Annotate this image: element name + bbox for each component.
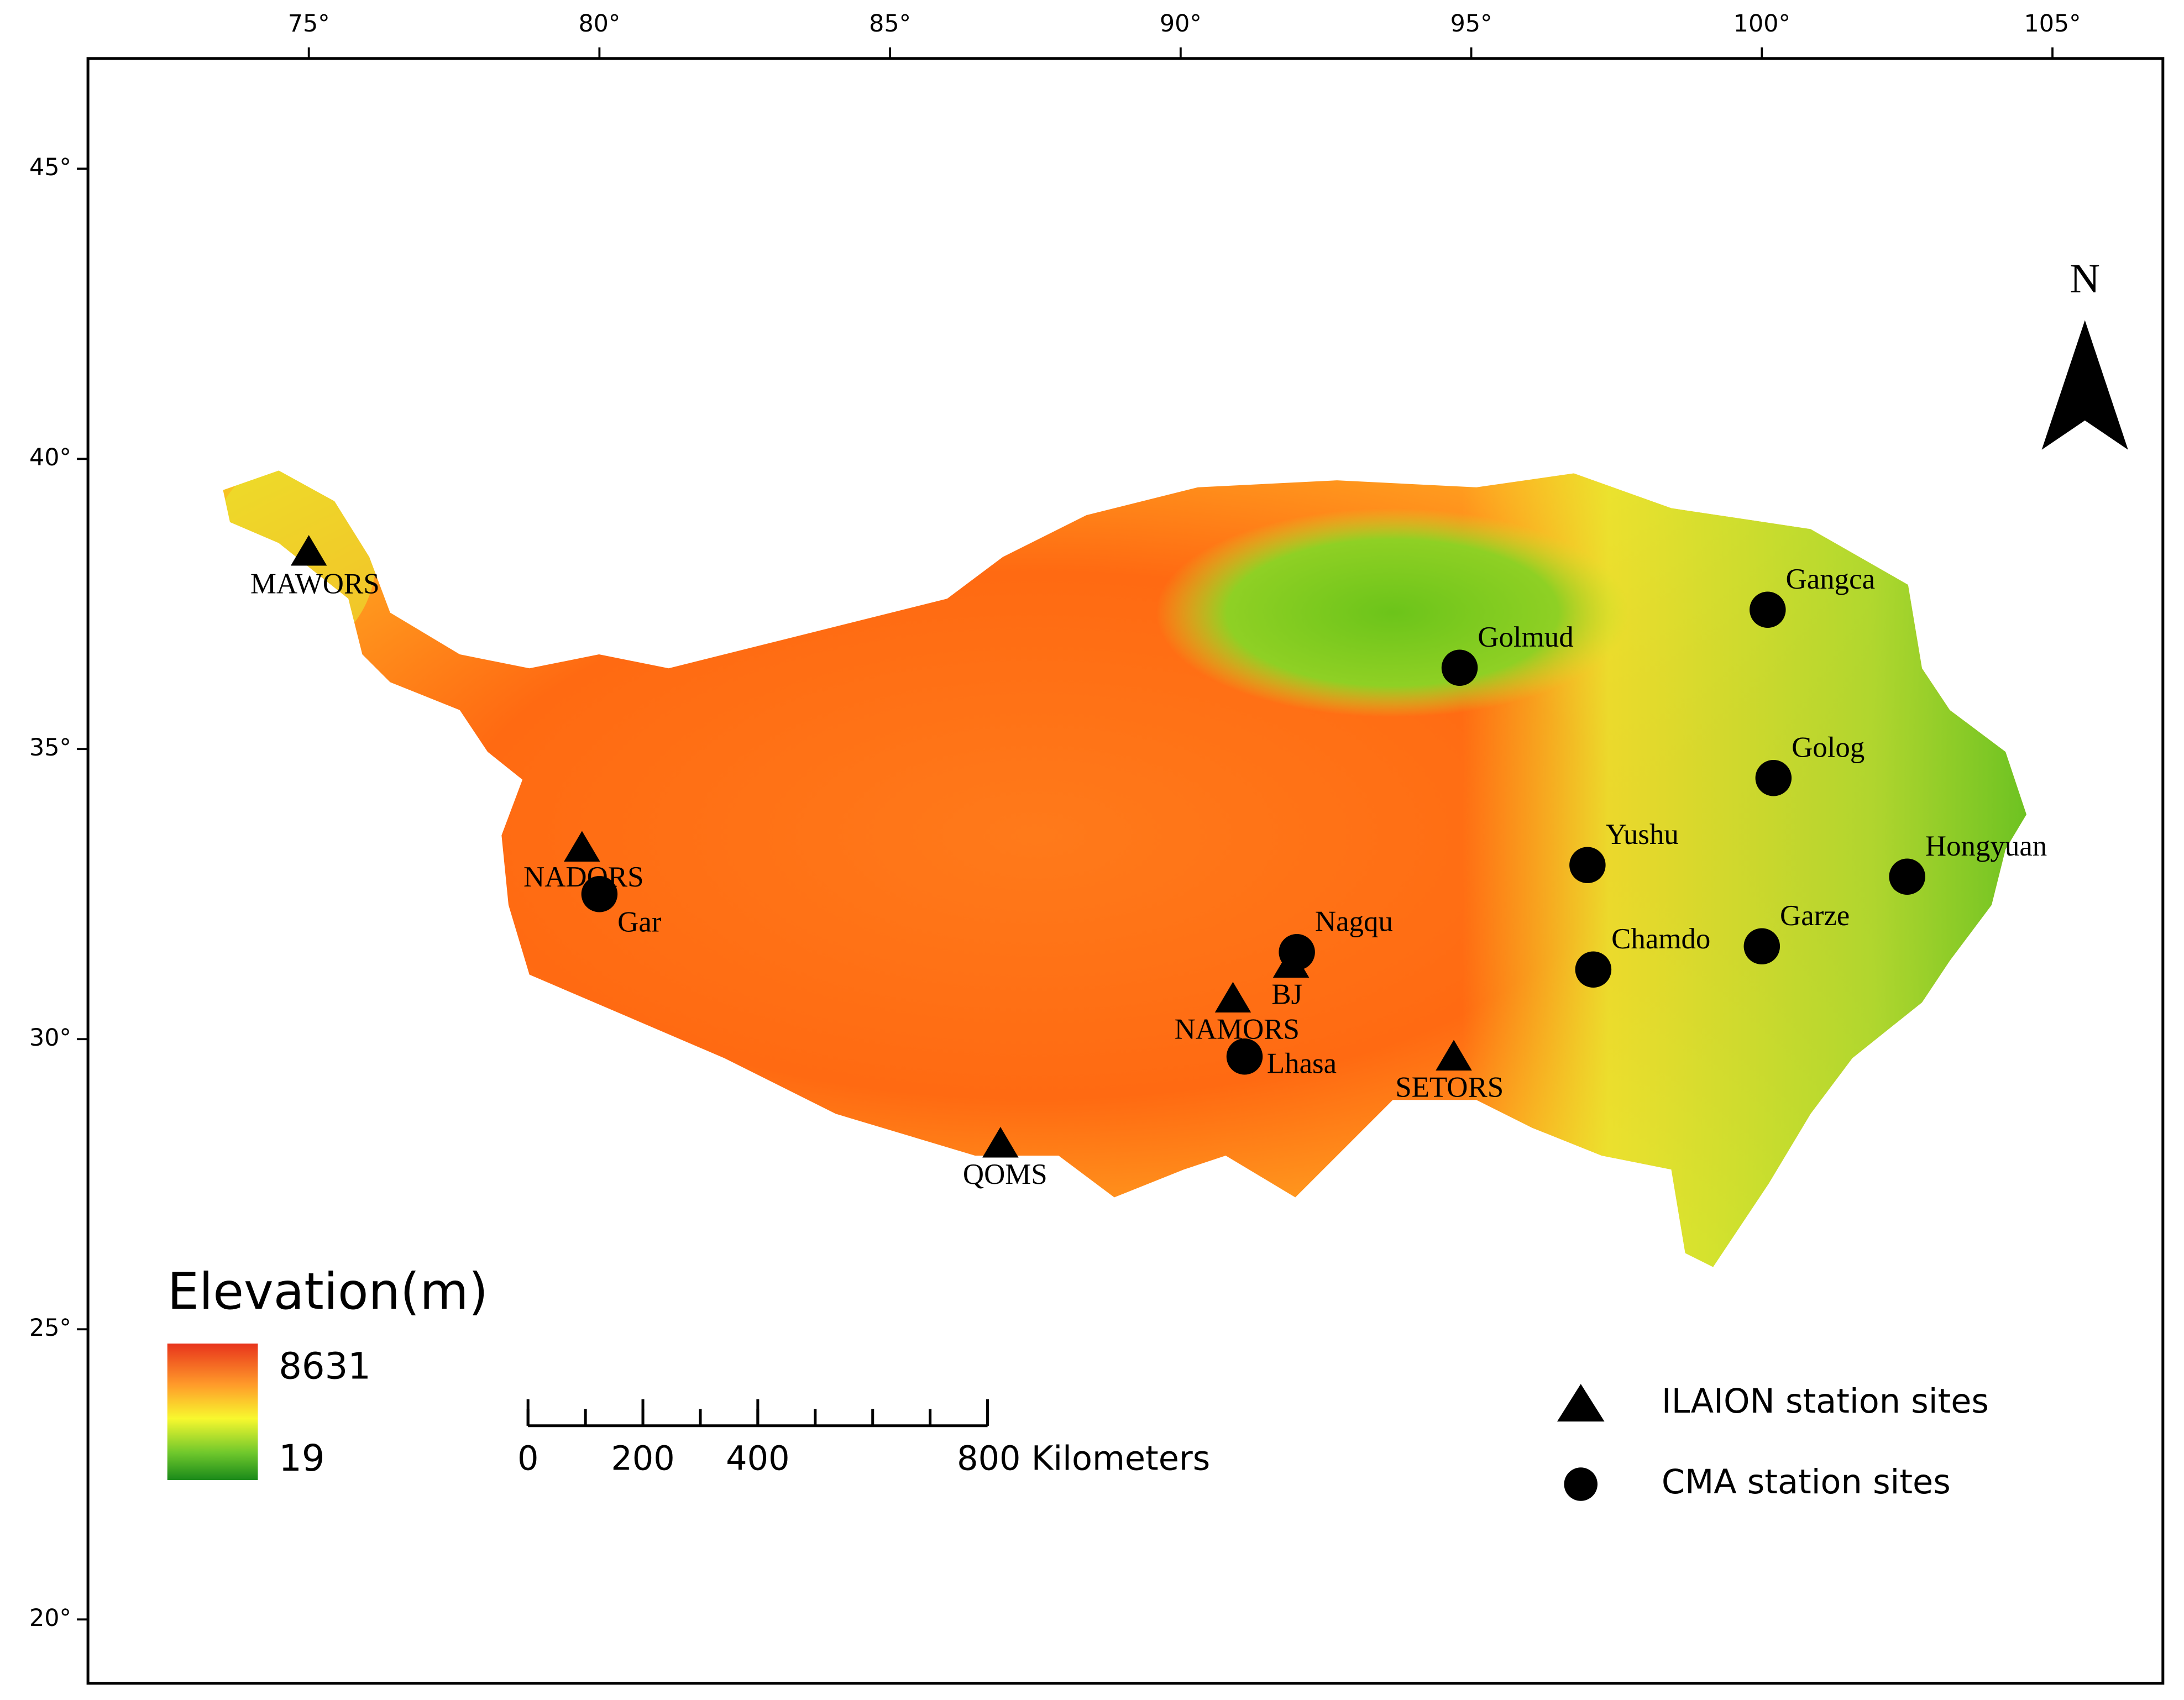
station-triangle	[1214, 982, 1251, 1012]
station-circle	[1575, 951, 1612, 988]
y-tick-label: 25°	[29, 1314, 71, 1342]
scale-bar-label: 400	[726, 1439, 789, 1478]
station-triangle	[1436, 1040, 1472, 1071]
legend-label: CMA station sites	[1662, 1463, 1951, 1502]
north-arrow	[2041, 320, 2128, 450]
legend-triangle	[1557, 1384, 1605, 1422]
scale-bar-label: 200	[611, 1439, 674, 1478]
station-label: Hongyuan	[1925, 830, 2047, 862]
y-tick-label: 35°	[29, 734, 71, 762]
y-tick-label: 40°	[29, 444, 71, 471]
station-label: Gangca	[1786, 563, 1876, 595]
station-triangle	[290, 535, 327, 566]
station-circle	[581, 876, 618, 912]
x-tick-label: 100°	[1733, 10, 1790, 38]
north-label: N	[2070, 256, 2100, 302]
elevation-color-bar	[167, 1344, 258, 1480]
station-label: Yushu	[1606, 818, 1679, 851]
y-tick-label: 45°	[29, 154, 71, 181]
station-label: Golog	[1792, 732, 1864, 764]
x-tick-label: 95°	[1450, 10, 1492, 38]
x-tick-label: 75°	[288, 10, 330, 38]
station-circle	[1441, 649, 1478, 686]
legend-circle	[1564, 1467, 1598, 1501]
station-label: Nagqu	[1315, 906, 1393, 938]
station-label: Lhasa	[1267, 1048, 1337, 1080]
legend-title: Elevation(m)	[167, 1263, 488, 1321]
legend-label: ILAION station sites	[1662, 1382, 1989, 1421]
station-circle	[1889, 858, 1925, 895]
y-tick-label: 30°	[29, 1024, 71, 1052]
x-tick-label: 80°	[578, 10, 620, 38]
station-circle	[1279, 934, 1315, 970]
station-label: SETORS	[1395, 1071, 1504, 1103]
station-circle	[1750, 591, 1786, 628]
scale-bar-label: 800 Kilometers	[957, 1439, 1210, 1478]
station-label: NAMORS	[1175, 1013, 1300, 1045]
station-label: Gar	[617, 906, 662, 938]
station-circle	[1569, 847, 1606, 884]
station-label: Chamdo	[1611, 923, 1710, 955]
x-tick-label: 85°	[869, 10, 911, 38]
station-label: Garze	[1780, 900, 1850, 932]
station-label: QOMS	[963, 1158, 1048, 1190]
station-circle	[1755, 760, 1792, 796]
station-triangle	[982, 1127, 1019, 1158]
station-circle	[1743, 928, 1780, 965]
station-label: BJ	[1271, 978, 1302, 1010]
x-tick-label: 90°	[1160, 10, 1202, 38]
legend-max: 8631	[279, 1345, 371, 1387]
station-triangle	[564, 831, 600, 862]
scale-bar-label: 0	[517, 1439, 538, 1478]
x-tick-label: 105°	[2024, 10, 2081, 38]
station-label: MAWORS	[250, 568, 380, 600]
y-tick-label: 20°	[29, 1604, 71, 1632]
station-circle	[1226, 1038, 1263, 1075]
station-label: Golmud	[1478, 621, 1573, 653]
legend-min: 19	[279, 1437, 324, 1479]
